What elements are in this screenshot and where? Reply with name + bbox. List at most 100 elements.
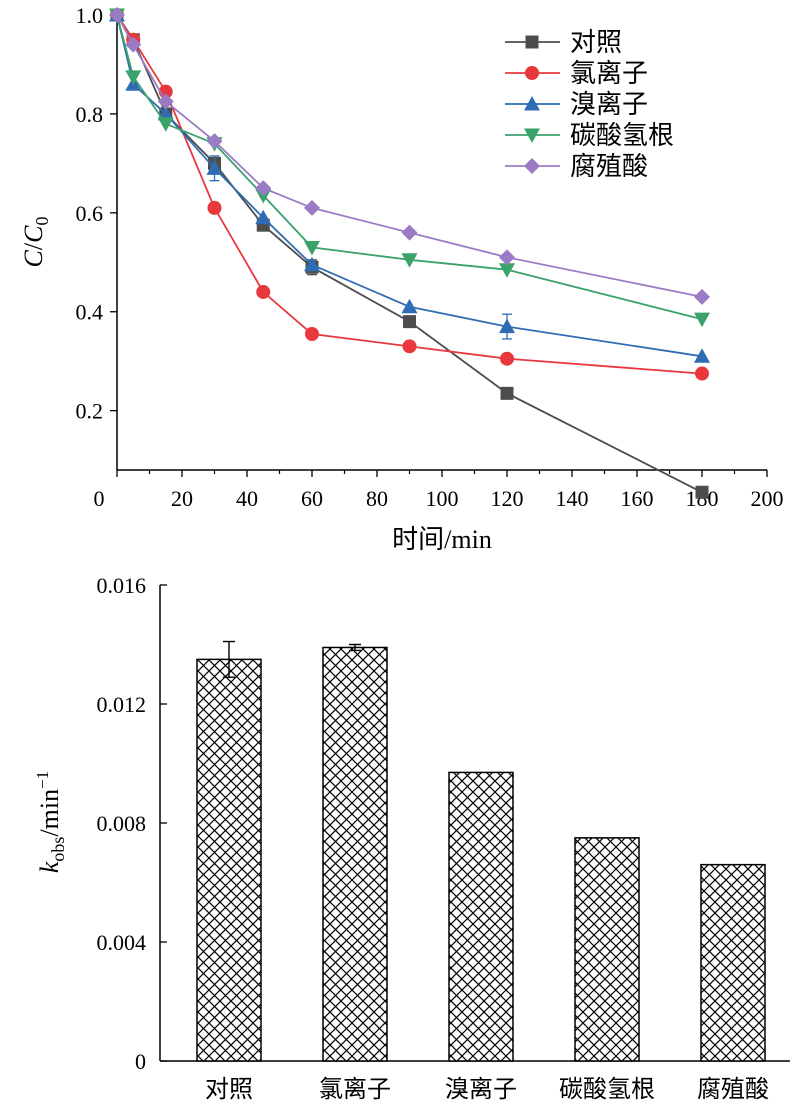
line-chart-x-axis-label: 时间/min [392, 525, 492, 554]
data-point [255, 189, 272, 204]
data-point [694, 348, 710, 363]
y-tick-label: 0.8 [76, 102, 104, 127]
x-tick-label: 120 [491, 486, 524, 511]
series-diamond [109, 7, 710, 305]
x-tick-label: 160 [621, 486, 654, 511]
data-point [694, 312, 710, 328]
x-tick-label: 40 [236, 486, 258, 511]
data-point [500, 351, 514, 366]
bar [700, 863, 766, 1062]
y-tick-label: 0.004 [97, 930, 147, 955]
x-tick-label: 60 [301, 486, 323, 511]
data-point [499, 263, 515, 278]
y-tick-label: 0.008 [97, 811, 147, 836]
line-chart-y-axis-label: C/C0 [19, 217, 52, 268]
y-tick-label: 0.012 [97, 692, 147, 717]
k-superscript: −1 [33, 771, 52, 789]
category-label: 碳酸氢根 [559, 1076, 655, 1103]
y-tick-label: 0.016 [97, 573, 147, 598]
bar [322, 646, 388, 1062]
legend-entry: 对照 [505, 28, 622, 57]
data-point [304, 240, 320, 256]
data-point [125, 36, 142, 53]
line-chart-y-ticks: 0.2 0.4 0.6 0.8 1.0 [76, 3, 117, 424]
line-chart-series [109, 7, 710, 499]
x-tick-label: 100 [426, 486, 459, 511]
legend-entry: 腐殖酸 [505, 152, 648, 181]
legend-label: 氯离子 [570, 59, 648, 88]
data-point [402, 339, 417, 354]
y-label-slash: / [19, 242, 48, 250]
k-unit: /min [35, 789, 64, 837]
bar-chart: 0 0.004 0.008 0.012 0.016 对照 氯离子 溴离子 碳酸氢根 腐殖酸 ko… [33, 573, 790, 1103]
bar [574, 837, 640, 1062]
x-tick-label: 0 [94, 486, 105, 511]
data-point [694, 288, 710, 305]
legend-entry: 碳酸氢根 [505, 121, 674, 150]
data-point [304, 256, 320, 272]
k-subscript: obs [48, 837, 68, 862]
data-point [255, 209, 272, 225]
bar [448, 771, 514, 1062]
category-label: 对照 [205, 1076, 253, 1103]
legend-marker [524, 158, 540, 174]
data-point [401, 298, 418, 314]
bar-chart-y-ticks: 0 0.004 0.008 0.012 0.016 [97, 573, 167, 1074]
data-point [499, 318, 515, 334]
data-point [109, 7, 125, 23]
x-tick-label: 20 [171, 486, 193, 511]
line-chart: 020406080100120140160180200 0.20.40.60.8… [19, 3, 784, 554]
series-triangle-up [109, 7, 710, 363]
data-point [256, 284, 271, 299]
data-point [500, 386, 514, 400]
y-tick-label: 0 [135, 1049, 146, 1074]
y-label-subscript: 0 [32, 217, 52, 226]
legend-label: 碳酸氢根 [570, 121, 674, 150]
bar-chart-y-axis-label: kobs/min−1 [33, 771, 68, 873]
data-point [401, 253, 418, 268]
y-tick-label: 0.2 [76, 399, 104, 424]
data-point [125, 70, 142, 85]
legend-label: 对照 [570, 28, 622, 57]
x-tick-label: 200 [751, 486, 784, 511]
legend-marker [525, 66, 539, 80]
category-label: 溴离子 [445, 1076, 517, 1103]
data-point [157, 93, 174, 110]
legend-marker [524, 128, 540, 143]
legend-marker [524, 96, 540, 111]
data-point [403, 315, 416, 329]
y-label-c0: C [19, 225, 48, 243]
x-tick-label: 140 [556, 486, 589, 511]
bar [196, 658, 262, 1062]
data-point [499, 249, 515, 266]
data-point [255, 180, 272, 197]
legend-label: 腐殖酸 [570, 152, 648, 181]
data-point [206, 160, 223, 175]
line-chart-x-ticks: 020406080100120140160180200 [94, 470, 784, 511]
bar-chart-bars [196, 640, 766, 1062]
y-tick-label: 0.6 [76, 201, 104, 226]
bar-chart-categories: 对照 氯离子 溴离子 碳酸氢根 腐殖酸 [205, 1076, 769, 1103]
category-label: 氯离子 [319, 1076, 391, 1103]
data-point [157, 117, 174, 132]
data-point [401, 224, 418, 241]
legend-entry: 氯离子 [505, 59, 648, 88]
data-point [305, 326, 319, 341]
y-label-c: C [19, 249, 48, 267]
k-label: k [35, 861, 64, 873]
data-point [695, 366, 709, 381]
y-tick-label: 1.0 [76, 3, 104, 28]
data-point [695, 485, 709, 499]
series-circle [110, 8, 709, 381]
data-point [207, 200, 222, 215]
category-label: 腐殖酸 [697, 1076, 769, 1103]
data-point [304, 199, 320, 216]
legend-marker [525, 35, 539, 49]
y-tick-label: 0.4 [76, 300, 104, 325]
legend-entry: 溴离子 [505, 90, 648, 119]
x-tick-label: 80 [366, 486, 388, 511]
data-point [206, 133, 223, 150]
legend-label: 溴离子 [570, 90, 648, 119]
